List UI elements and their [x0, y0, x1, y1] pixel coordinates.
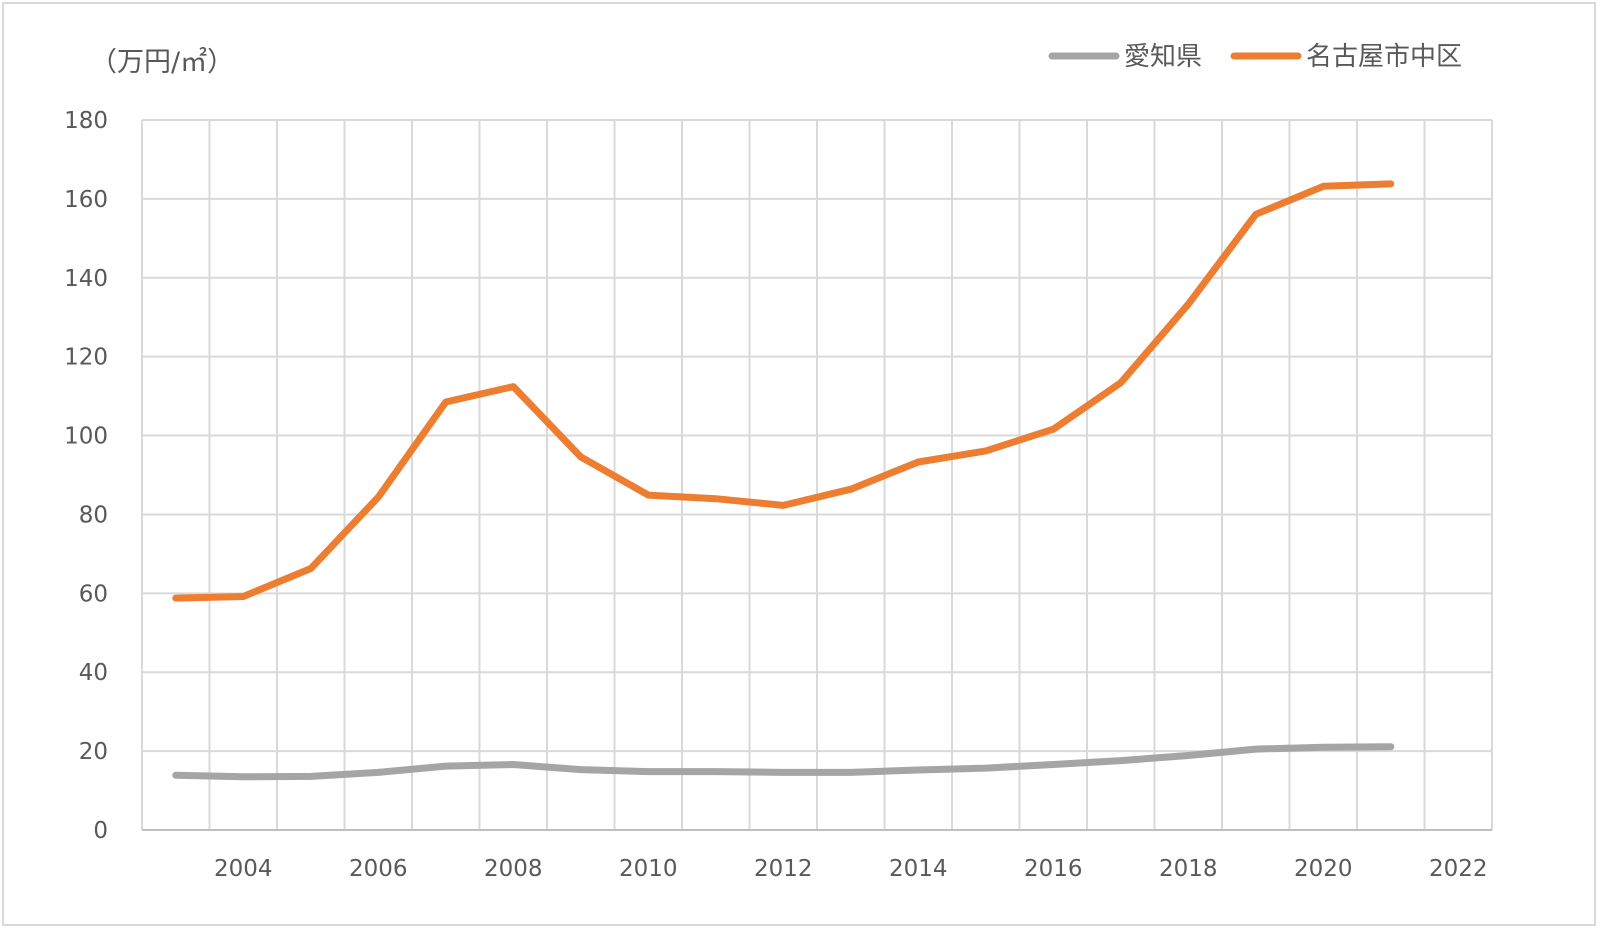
line-chart: 0 20 40 60 80 100 120 140 160 180 2004 2006 2008 2010… [64, 42, 1493, 882]
y-axis-unit-label: （万円/㎡） [90, 47, 234, 78]
y-tick-label: 140 [64, 266, 108, 292]
x-tick-label: 2020 [1294, 856, 1353, 882]
x-tick-label: 2018 [1159, 856, 1218, 882]
x-tick-label: 2022 [1429, 856, 1488, 882]
x-tick-label: 2008 [484, 856, 543, 882]
x-tick-label: 2016 [1024, 856, 1083, 882]
y-tick-label: 160 [64, 187, 108, 213]
grid-lines [141, 119, 1493, 831]
y-tick-label: 60 [79, 581, 108, 607]
x-tick-label: 2004 [214, 856, 273, 882]
legend-label: 愛知県 [1124, 42, 1202, 72]
axes: 0 20 40 60 80 100 120 140 160 180 2004 2006 2008 2010… [64, 108, 1492, 882]
y-tick-label: 0 [93, 818, 108, 844]
y-tick-label: 20 [79, 739, 108, 765]
legend-label: 名古屋市中区 [1306, 42, 1462, 72]
x-tick-label: 2014 [889, 856, 948, 882]
legend: 愛知県 名古屋市中区 [1048, 42, 1462, 72]
y-tick-label: 100 [64, 424, 108, 450]
y-tick-label: 80 [79, 502, 108, 528]
series-lines [172, 180, 1395, 781]
y-tick-label: 120 [64, 345, 108, 371]
series-line-1 [172, 743, 1395, 781]
x-tick-label: 2010 [619, 856, 678, 882]
x-tick-label: 2012 [754, 856, 813, 882]
x-tick-label: 2006 [349, 856, 408, 882]
y-tick-label: 40 [79, 660, 108, 686]
y-tick-label: 180 [64, 108, 108, 134]
series-line-2 [172, 180, 1395, 602]
